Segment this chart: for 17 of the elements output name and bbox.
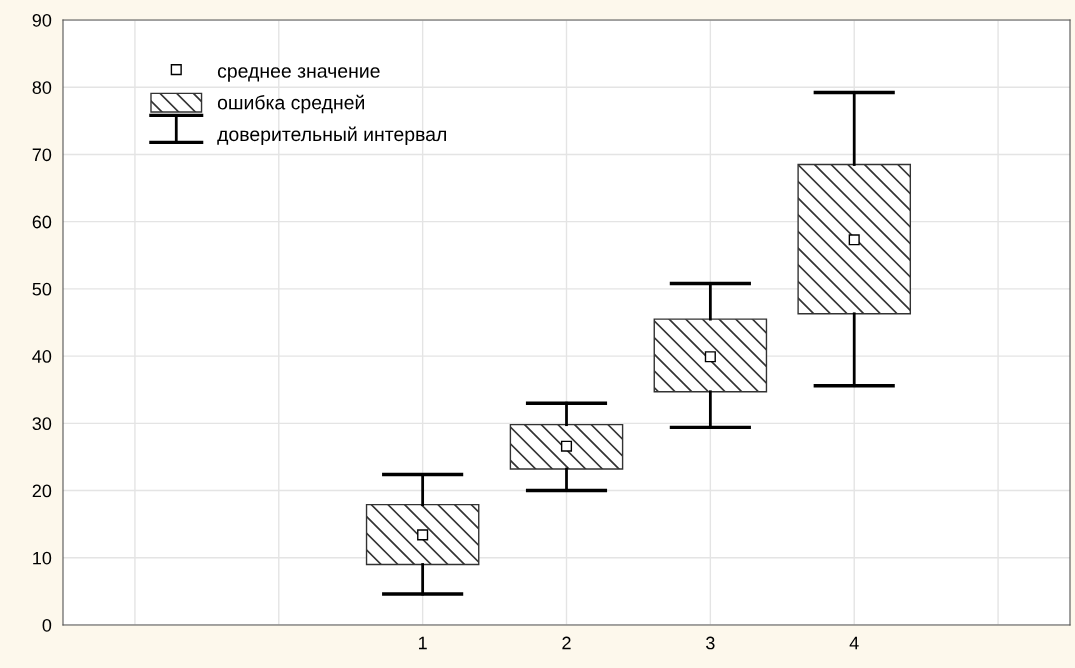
y-tick-label: 40 [32,350,52,363]
y-tick-label: 70 [32,148,52,162]
y-tick-label: 10 [33,551,52,565]
annotation: ошибка средней [217,94,364,114]
y-tick-label: 90 [32,13,52,27]
y-tick-label: 50 [32,282,52,296]
y-tick-label: 0 [42,618,52,632]
x-tick-label: 4 [849,636,859,650]
annotation: среднее значение [217,67,380,82]
x-tick-label: 1 [419,636,427,650]
y-tick-label: 20 [32,484,52,498]
y-tick-label: 60 [32,215,52,229]
annotation: доверительный интервал [217,126,446,145]
y-tick-label: 80 [32,81,52,94]
x-tick-label: 2 [562,636,571,650]
x-tick-label: 3 [706,636,715,650]
y-tick-label: 30 [32,417,52,431]
